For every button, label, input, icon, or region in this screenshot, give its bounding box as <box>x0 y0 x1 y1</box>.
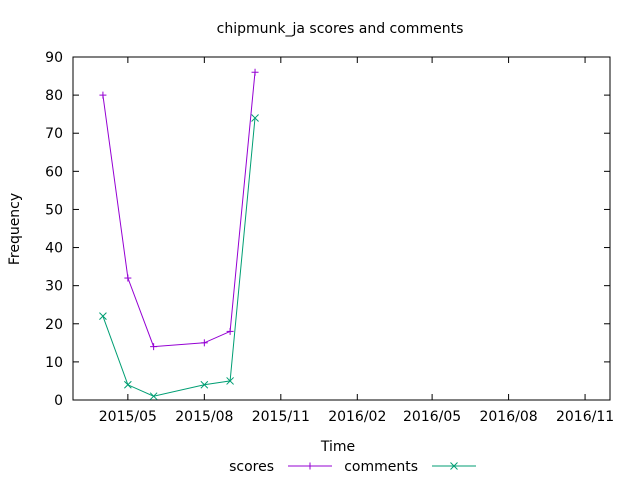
legend-marker-comments <box>450 462 458 470</box>
data-point-comments <box>226 377 234 385</box>
x-axis: 2015/05 2015/08 2015/11 2016/02 2016/05 2016/… <box>99 57 614 425</box>
data-point-scores <box>251 68 259 76</box>
chart-title: chipmunk_ja scores and comments <box>217 21 464 37</box>
data-point-comments <box>124 380 132 389</box>
data-point-scores <box>150 343 158 351</box>
x-tick-label: 2016/02 <box>328 409 386 425</box>
x-tick-label: 2015/11 <box>252 409 310 425</box>
x-tick-label: 2016/05 <box>403 409 461 425</box>
series-line-comments <box>102 117 256 397</box>
data-point-scores <box>200 339 208 347</box>
y-tick-label: 70 <box>45 126 63 142</box>
y-tick-label: 90 <box>45 50 63 66</box>
y-tick-label: 20 <box>45 317 63 333</box>
data-point-comments <box>99 312 107 321</box>
x-tick-label: 2016/11 <box>556 409 614 425</box>
y-tick-label: 30 <box>45 279 63 295</box>
y-tick-label: 10 <box>45 355 63 371</box>
data-point-comments <box>251 114 259 122</box>
y-axis: 0 10 20 30 40 50 60 70 80 90 <box>45 50 610 409</box>
legend-marker-scores <box>306 462 314 470</box>
legend-label-scores: scores <box>229 459 274 475</box>
data-point-scores <box>226 327 234 335</box>
plot-frame <box>72 56 611 401</box>
x-axis-label: Time <box>320 439 355 455</box>
data-point-comments <box>200 380 209 389</box>
x-tick-label: 2015/08 <box>175 409 233 425</box>
y-tick-label: 50 <box>45 202 63 218</box>
data-point-scores <box>99 91 107 99</box>
data-point-comments <box>149 392 158 401</box>
x-tick-label: 2015/05 <box>99 409 157 425</box>
y-tick-label: 40 <box>45 241 63 257</box>
y-tick-label: 60 <box>45 164 63 180</box>
y-tick-label: 80 <box>45 88 63 104</box>
y-tick-label: 0 <box>54 393 63 409</box>
series-layer <box>99 68 259 401</box>
x-tick-label: 2016/08 <box>479 409 537 425</box>
data-point-scores <box>124 274 132 282</box>
legend: scores comments <box>229 459 476 475</box>
y-axis-label: Frequency <box>7 193 23 265</box>
legend-label-comments: comments <box>344 459 418 475</box>
series-line-scores <box>102 72 256 348</box>
